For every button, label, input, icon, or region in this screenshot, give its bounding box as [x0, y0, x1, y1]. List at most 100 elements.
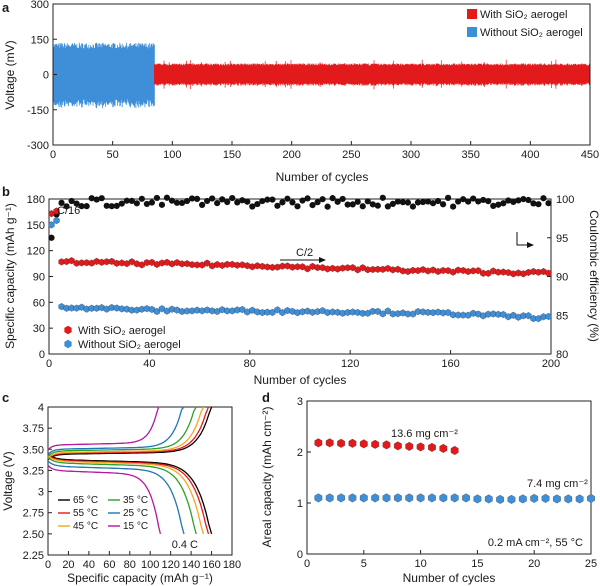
capacity-point-with-aerogel: [68, 257, 75, 265]
capacity-point-with-aerogel: [429, 266, 437, 274]
ce-point: [409, 203, 417, 210]
panel-b-xlabel: Number of cycles: [254, 373, 347, 387]
capacity-point-with-aerogel: [173, 259, 181, 267]
y-tick-label: 0: [43, 70, 49, 82]
y-tick-label: 2: [297, 447, 303, 459]
capacity-point-without-aerogel: [249, 306, 256, 314]
areal-point-low-loading: [325, 493, 334, 503]
ce-point: [259, 197, 266, 205]
areal-point-low-loading: [484, 494, 493, 504]
ce-point: [58, 199, 65, 206]
areal-point-low-loading: [359, 493, 368, 503]
panel-b: b 0 40 80 120 160 200 0 30 60 90 120 150 180 80 85 90 95…: [2, 184, 600, 387]
discharge-curve: [47, 457, 197, 535]
ce-point: [429, 200, 437, 207]
areal-point-high-loading: [394, 441, 402, 451]
capacity-point-with-aerogel: [163, 258, 171, 266]
panel-a-xlabel: Number of cycles: [276, 170, 369, 184]
capacity-point-with-aerogel: [183, 260, 191, 268]
y2-tick-label: 80: [556, 349, 568, 361]
ce-point: [73, 200, 80, 207]
x-tick-label: 40: [83, 559, 95, 571]
capacity-point-without-aerogel: [53, 216, 60, 225]
areal-point-low-loading: [314, 493, 323, 503]
x-tick-label: 80: [244, 358, 256, 370]
panel-c-letter: c: [2, 390, 9, 405]
areal-point-low-loading: [530, 493, 539, 503]
capacity-point-with-aerogel: [319, 264, 326, 272]
ce-point: [475, 198, 482, 205]
ce-point: [354, 198, 361, 205]
y-tick-label: 180: [27, 194, 45, 206]
panel-d-letter: d: [262, 390, 270, 405]
x-tick-label: 160: [202, 559, 220, 571]
charge-curve: [47, 406, 197, 457]
capacity-point-with-aerogel: [229, 260, 236, 269]
areal-point-low-loading: [394, 493, 402, 503]
capacity-point-without-aerogel: [500, 310, 507, 319]
x-tick-label: 60: [103, 559, 115, 571]
ce-point: [158, 201, 166, 208]
x-tick-label: 120: [341, 358, 359, 370]
charge-curve: [47, 406, 210, 460]
legend-label-65c: 65 °C: [73, 495, 98, 506]
capacity-point-with-aerogel: [148, 258, 156, 266]
capacity-point-with-aerogel: [384, 264, 391, 273]
ce-point: [168, 197, 176, 204]
capacity-point-with-aerogel: [133, 260, 140, 268]
y2-tick-label: 85: [556, 310, 568, 322]
capacity-point-with-aerogel: [359, 264, 366, 272]
ce-point: [424, 198, 432, 205]
capacity-point-with-aerogel: [284, 262, 291, 270]
capacity-point-with-aerogel: [204, 259, 211, 267]
x-tick-label: 0: [45, 559, 51, 571]
capacity-point-without-aerogel: [289, 307, 296, 315]
capacity-point-with-aerogel: [394, 265, 401, 273]
ce-point: [304, 195, 311, 202]
ce-point: [349, 201, 356, 208]
x-tick-label: 25: [585, 558, 597, 570]
ce-point: [334, 198, 341, 205]
capacity-point-with-aerogel: [93, 257, 100, 265]
ce-point: [490, 202, 497, 209]
charge-curve: [47, 406, 213, 460]
ce-point: [244, 198, 251, 205]
x-tick-label: 0: [46, 358, 52, 370]
x-tick-label: 20: [62, 559, 74, 571]
ce-point: [495, 201, 502, 208]
x-tick-label: 100: [163, 149, 181, 161]
capacity-point-without-aerogel: [475, 310, 482, 318]
ce-point: [98, 195, 105, 202]
series-without-aerogel-core: [53, 57, 155, 92]
annotation-c16: C/16: [57, 205, 80, 217]
ce-point: [329, 195, 336, 202]
capacity-point-without-aerogel: [444, 308, 452, 317]
panel-a-legend: With SiO₂ aerogel Without SiO₂ aerogel: [467, 9, 583, 39]
ce-point: [515, 197, 522, 204]
ce-point: [439, 201, 447, 208]
x-tick-label: 300: [402, 149, 420, 161]
ce-point: [234, 199, 241, 206]
ce-point: [535, 201, 542, 208]
y-tick-label: 3: [297, 396, 303, 408]
ce-point: [103, 202, 110, 209]
capacity-point-with-aerogel: [349, 264, 356, 272]
capacity-point-without-aerogel: [58, 303, 65, 311]
ce-point: [269, 196, 276, 203]
panel-b-ylabel: Specific capacity (mAh g⁻¹): [3, 203, 17, 349]
capacity-point-without-aerogel: [399, 309, 407, 317]
capacity-point-with-aerogel: [214, 260, 221, 269]
capacity-point-with-aerogel: [239, 261, 246, 269]
charge-curve: [47, 406, 185, 455]
capacity-point-without-aerogel: [384, 307, 391, 315]
ce-point: [239, 197, 246, 204]
areal-point-high-loading: [348, 438, 357, 448]
areal-point-low-loading: [553, 494, 561, 504]
x-tick-label: 350: [461, 149, 479, 161]
legend-label-with-aerogel: With SiO₂ aerogel: [480, 9, 567, 21]
y-tick-label: 2.50: [23, 529, 44, 541]
panel-a-letter: a: [2, 0, 10, 15]
annotation-c2-arrow-head: [319, 257, 326, 263]
capacity-point-without-aerogel: [274, 306, 281, 314]
capacity-point-with-aerogel: [460, 266, 467, 275]
